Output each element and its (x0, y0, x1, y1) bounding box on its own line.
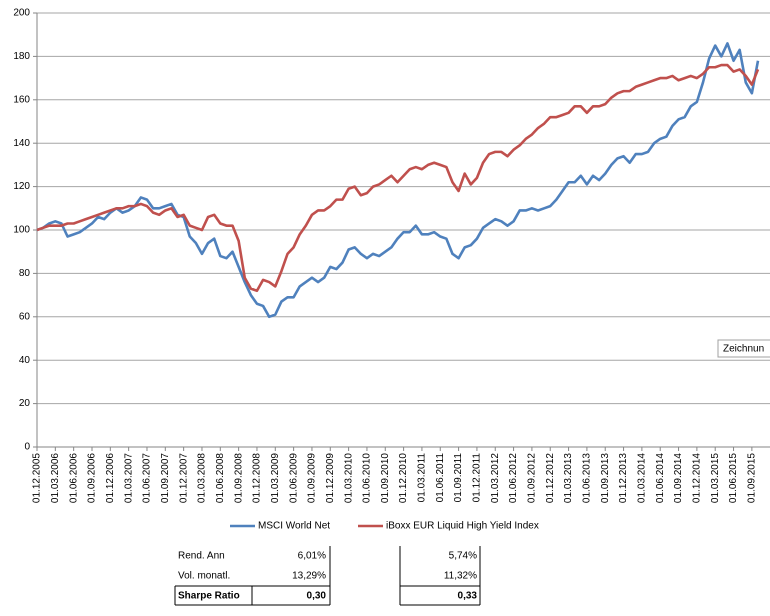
x-tick-label: 01.03.2006 (50, 453, 61, 503)
x-tick-label: 01.09.2007 (160, 453, 171, 503)
table-cell: Vol. monatl. (178, 571, 230, 582)
x-tick-label: 01.09.2010 (380, 453, 391, 503)
x-tick-label: 01.12.2013 (618, 453, 629, 503)
series-line (36, 42, 760, 319)
x-tick-label: 01.06.2014 (655, 453, 666, 503)
y-tick-label: 40 (19, 355, 31, 366)
x-tick-label: 01.06.2008 (215, 453, 226, 503)
x-tick-label: 01.03.2014 (637, 453, 648, 503)
x-tick-label: 01.09.2011 (453, 453, 464, 503)
x-tick-label: 01.06.2010 (362, 453, 373, 503)
x-tick-label: 01.09.2012 (527, 453, 538, 503)
x-tick-label: 01.12.2008 (252, 453, 263, 503)
table-cell: 13,29% (292, 571, 326, 582)
series-line (36, 63, 760, 293)
x-tick-label: 01.03.2009 (270, 453, 281, 503)
x-tick-label: 01.09.2013 (600, 453, 611, 503)
x-tick-label: 01.03.2010 (343, 453, 354, 503)
x-tick-label: 01.09.2006 (87, 453, 98, 503)
legend-label: MSCI World Net (258, 521, 330, 532)
x-tick-label: 01.12.2011 (472, 453, 483, 503)
x-tick-label: 01.03.2015 (710, 453, 721, 503)
y-tick-label: 160 (13, 94, 30, 105)
x-tick-label: 01.12.2012 (545, 453, 556, 503)
table-cell: 6,01% (298, 551, 326, 562)
y-tick-label: 140 (13, 138, 30, 149)
x-tick-label: 01.09.2014 (673, 453, 684, 503)
x-tick-label: 01.12.2005 (32, 453, 43, 503)
y-tick-label: 60 (19, 311, 31, 322)
table-cell: Sharpe Ratio (178, 591, 240, 602)
x-tick-label: 01.12.2014 (692, 453, 703, 503)
x-tick-label: 01.06.2015 (728, 453, 739, 503)
table-cell: 0,33 (458, 591, 478, 602)
y-tick-label: 180 (13, 51, 30, 62)
tooltip-text: Zeichnun (723, 344, 764, 355)
y-tick-label: 120 (13, 181, 30, 192)
y-tick-label: 20 (19, 398, 31, 409)
table-cell: 0,30 (307, 591, 327, 602)
table-lines (174, 546, 481, 606)
x-tick-label: 01.06.2006 (68, 453, 79, 503)
table-cell: 5,74% (449, 551, 477, 562)
x-tick-label: 01.09.2008 (233, 453, 244, 503)
x-tick-label: 01.06.2007 (142, 453, 153, 503)
y-tick-label: 200 (13, 8, 30, 19)
x-tick-label: 01.12.2010 (398, 453, 409, 503)
x-tick-label: 01.03.2008 (197, 453, 208, 503)
x-tick-label: 01.09.2009 (307, 453, 318, 503)
x-tick-label: 01.06.2009 (288, 453, 299, 503)
x-tick-label: 01.03.2007 (123, 453, 134, 503)
x-tick-label: 01.06.2012 (508, 453, 519, 503)
x-tick-label: 01.06.2011 (435, 453, 446, 503)
tooltip-box (717, 339, 770, 358)
x-tick-label: 01.03.2012 (490, 453, 501, 503)
table-cell: 11,32% (444, 571, 477, 582)
y-tick-label: 0 (24, 442, 30, 453)
legend-label: iBoxx EUR Liquid High Yield Index (386, 521, 539, 532)
x-tick-label: 01.06.2013 (582, 453, 593, 503)
x-tick-label: 01.03.2013 (563, 453, 574, 503)
x-tick-label: 01.09.2015 (747, 453, 758, 503)
y-tick-label: 80 (19, 268, 31, 279)
y-tick-label: 100 (13, 225, 30, 236)
x-tick-label: 01.03.2011 (417, 453, 428, 503)
x-tick-label: 01.12.2007 (178, 453, 189, 503)
table-cell: Rend. Ann (178, 551, 225, 562)
x-tick-label: 01.12.2009 (325, 453, 336, 503)
x-tick-label: 01.12.2006 (105, 453, 116, 503)
